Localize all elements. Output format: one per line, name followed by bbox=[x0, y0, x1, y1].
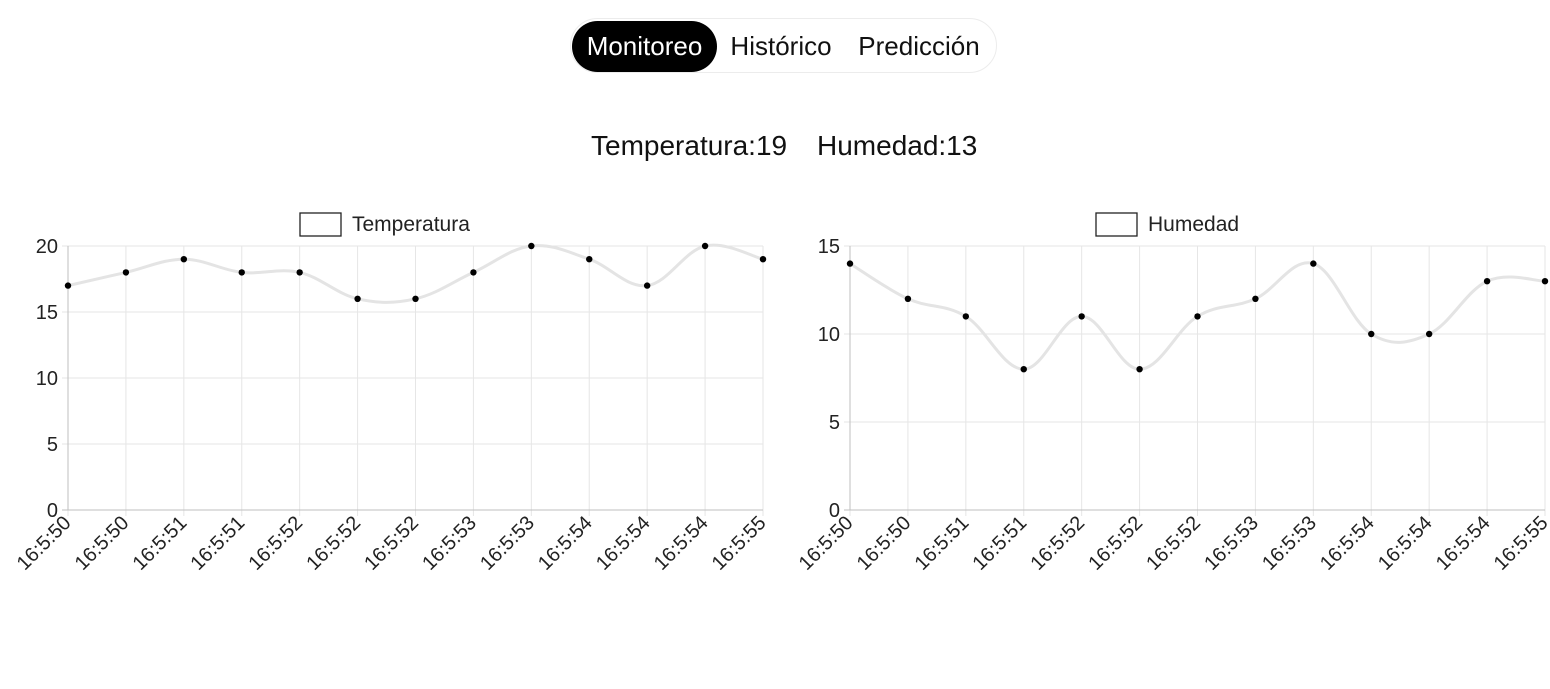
x-tick-label: 16:5:51 bbox=[129, 512, 192, 575]
data-point bbox=[1136, 366, 1143, 373]
x-tick-label: 16:5:53 bbox=[476, 512, 539, 575]
data-point bbox=[1425, 330, 1433, 338]
legend-swatch bbox=[1095, 212, 1138, 237]
y-tick-label: 0 bbox=[829, 500, 840, 522]
x-tick-label: 16:5:52 bbox=[1026, 512, 1089, 575]
data-point bbox=[354, 295, 361, 302]
y-tick-label: 10 bbox=[36, 368, 58, 390]
x-tick-label: 16:5:55 bbox=[1490, 512, 1550, 575]
x-tick-label: 16:5:50 bbox=[71, 512, 134, 575]
legend-swatch bbox=[299, 212, 342, 237]
tab-prediccion[interactable]: Predicción bbox=[858, 31, 980, 61]
data-point bbox=[470, 269, 477, 276]
data-point bbox=[586, 256, 593, 263]
data-point bbox=[643, 282, 651, 289]
x-tick-label: 16:5:53 bbox=[1200, 512, 1263, 575]
data-point bbox=[64, 282, 72, 289]
temperature-reading: Temperatura:19 bbox=[591, 130, 788, 161]
chart-humedad: 05101516:5:5016:5:5016:5:5116:5:5116:5:5… bbox=[795, 212, 1550, 575]
x-tick-label: 16:5:51 bbox=[969, 512, 1032, 575]
data-point bbox=[904, 295, 912, 302]
data-point bbox=[180, 256, 188, 263]
data-point bbox=[1368, 330, 1375, 338]
x-tick-label: 16:5:50 bbox=[13, 512, 76, 575]
legend-label: Humedad bbox=[1148, 213, 1239, 236]
x-tick-label: 16:5:52 bbox=[302, 512, 365, 575]
data-point bbox=[296, 269, 303, 276]
current-readings: Temperatura:19 Humedad:13 bbox=[0, 126, 1550, 166]
y-tick-label: 20 bbox=[36, 236, 58, 258]
data-point bbox=[846, 260, 854, 267]
data-point bbox=[1310, 260, 1317, 267]
data-point bbox=[122, 269, 130, 276]
y-tick-label: 15 bbox=[36, 302, 58, 324]
humidity-reading: Humedad:13 bbox=[817, 130, 978, 161]
data-point bbox=[759, 256, 767, 263]
x-tick-label: 16:5:51 bbox=[911, 512, 974, 575]
y-tick-label: 10 bbox=[818, 324, 840, 346]
data-point bbox=[701, 242, 709, 250]
tab-monitoreo[interactable]: Monitoreo bbox=[572, 21, 717, 72]
data-point bbox=[528, 242, 535, 250]
x-tick-label: 16:5:52 bbox=[360, 512, 423, 575]
data-point bbox=[1194, 313, 1201, 320]
x-tick-label: 16:5:53 bbox=[1258, 512, 1321, 575]
data-point bbox=[1020, 366, 1027, 373]
data-point bbox=[962, 313, 970, 320]
data-point bbox=[1252, 295, 1259, 302]
x-tick-label: 16:5:54 bbox=[1374, 512, 1437, 575]
x-tick-label: 16:5:54 bbox=[592, 512, 655, 575]
y-tick-label: 5 bbox=[829, 412, 840, 434]
x-tick-label: 16:5:53 bbox=[418, 512, 481, 575]
x-tick-label: 16:5:54 bbox=[1432, 512, 1495, 575]
legend-label: Temperatura bbox=[352, 213, 470, 236]
x-tick-label: 16:5:54 bbox=[534, 512, 597, 575]
y-tick-label: 5 bbox=[47, 434, 58, 456]
x-tick-label: 16:5:54 bbox=[650, 512, 713, 575]
data-point bbox=[412, 295, 419, 302]
x-tick-label: 16:5:52 bbox=[1084, 512, 1147, 575]
view-tab-bar: Monitoreo Histórico Predicción bbox=[570, 18, 997, 73]
tab-historico[interactable]: Histórico bbox=[730, 31, 832, 61]
x-tick-label: 16:5:51 bbox=[187, 512, 250, 575]
x-tick-label: 16:5:50 bbox=[795, 512, 858, 575]
y-tick-label: 15 bbox=[818, 236, 840, 258]
x-tick-label: 16:5:52 bbox=[1142, 512, 1205, 575]
data-point bbox=[238, 269, 245, 276]
x-tick-label: 16:5:54 bbox=[1316, 512, 1379, 575]
y-tick-label: 0 bbox=[47, 500, 58, 522]
data-point bbox=[1483, 278, 1491, 285]
data-point bbox=[1078, 313, 1085, 320]
chart-temperatura: 0510152016:5:5016:5:5016:5:5116:5:5116:5… bbox=[13, 212, 771, 575]
x-tick-label: 16:5:52 bbox=[244, 512, 307, 575]
data-point bbox=[1541, 278, 1549, 285]
x-tick-label: 16:5:55 bbox=[708, 512, 771, 575]
x-tick-label: 16:5:50 bbox=[853, 512, 916, 575]
